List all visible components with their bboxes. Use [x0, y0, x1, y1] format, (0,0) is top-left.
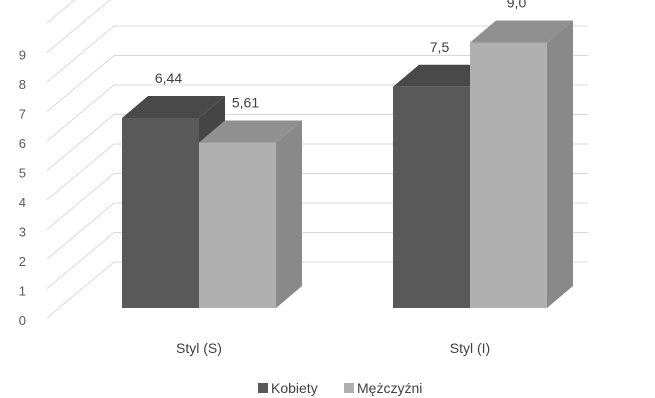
bar-front	[122, 118, 199, 309]
category-label: Styl (S)	[176, 340, 222, 356]
bar-side	[547, 20, 573, 308]
y-tick-label: 3	[19, 225, 26, 240]
y-tick-label: 5	[19, 166, 26, 181]
y-tick-label: 2	[19, 254, 26, 269]
y-tick-label: 8	[19, 77, 26, 92]
y-tick-label: 6	[19, 136, 26, 151]
y-axis-ticks: 0 1 2 3 4 5 6 7 8 9	[19, 48, 26, 329]
data-label: 5,61	[232, 95, 259, 111]
y-tick-label: 1	[19, 284, 26, 299]
bar-front	[470, 42, 547, 308]
bar-top	[470, 20, 573, 43]
gridlines	[46, 0, 588, 319]
bar-front	[199, 142, 276, 308]
data-label: 7,5	[430, 39, 450, 55]
bar-side	[276, 120, 302, 308]
legend: Kobiety Mężczyźni	[258, 380, 422, 396]
y-tick-label: 7	[19, 107, 26, 122]
y-tick-label: 0	[19, 313, 26, 328]
bars: 6,44 5,61 7,5 9,0	[122, 0, 573, 309]
gridline	[46, 0, 76, 24]
category-label: Styl (I)	[450, 340, 490, 356]
bar-top	[122, 96, 225, 119]
data-label: 9,0	[507, 0, 527, 11]
category-labels: Styl (S) Styl (I)	[176, 340, 490, 356]
gridline	[46, 25, 588, 83]
gridline	[46, 0, 111, 53]
bar: 5,61	[199, 95, 302, 308]
legend-label: Mężczyźni	[357, 380, 422, 396]
y-tick-label: 4	[19, 195, 26, 210]
legend-label: Kobiety	[271, 380, 318, 396]
legend-swatch	[258, 383, 268, 393]
bar-top	[199, 120, 302, 143]
data-label: 6,44	[155, 70, 182, 86]
legend-swatch	[344, 383, 354, 393]
bar-front	[393, 86, 470, 308]
y-tick-label: 9	[19, 48, 26, 63]
bar: 9,0	[470, 0, 573, 308]
gridline	[46, 55, 588, 112]
